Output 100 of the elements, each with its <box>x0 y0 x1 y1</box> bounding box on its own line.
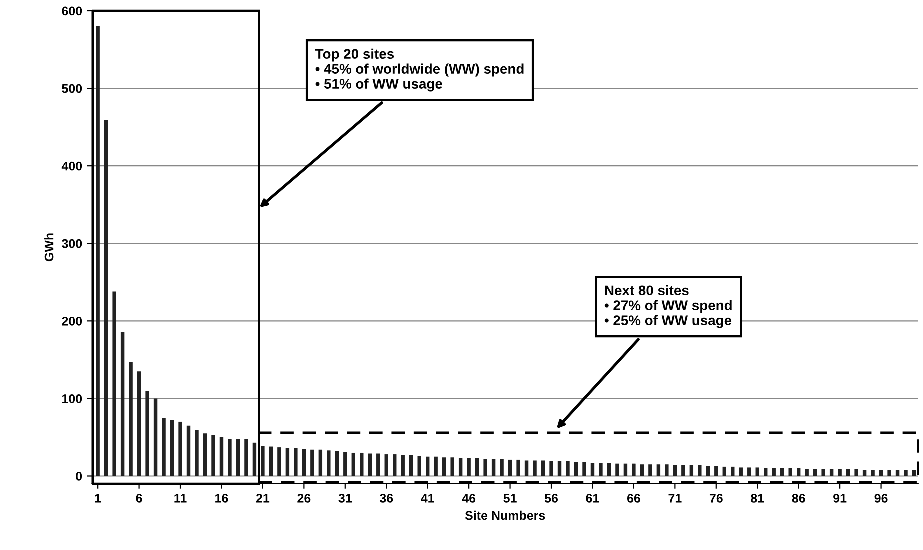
y-tick-label: 200 <box>62 316 82 326</box>
x-tick-label: 6 <box>136 494 142 503</box>
bar <box>624 464 628 476</box>
x-tick-label: 26 <box>298 494 311 503</box>
bar <box>607 463 612 476</box>
bar <box>146 390 150 476</box>
bar <box>112 292 116 476</box>
bar <box>722 466 726 476</box>
y-axis-title: GWh <box>44 234 54 262</box>
bar <box>344 452 348 476</box>
bar <box>384 454 388 476</box>
bar <box>261 446 265 476</box>
bar <box>656 464 661 476</box>
bar <box>450 458 454 476</box>
bar <box>154 398 158 476</box>
bar <box>590 463 595 476</box>
x-tick-label: 41 <box>421 494 434 503</box>
x-tick-label: 76 <box>710 494 723 503</box>
bar <box>780 468 784 476</box>
bar <box>368 454 372 476</box>
bar <box>904 470 908 476</box>
x-axis-title: Site Numbers <box>465 510 546 520</box>
bar <box>682 465 686 476</box>
x-tick-label: 96 <box>874 494 888 503</box>
y-tick-label: 600 <box>62 6 82 16</box>
bar <box>871 470 875 476</box>
bar <box>756 468 760 476</box>
bar <box>467 458 471 476</box>
bar <box>516 460 520 476</box>
bar <box>120 332 125 476</box>
bar <box>376 454 380 476</box>
bar <box>236 439 240 476</box>
bar <box>484 459 488 476</box>
bar <box>278 448 282 476</box>
bar <box>327 450 331 476</box>
bar <box>252 442 257 476</box>
y-tick-label: 500 <box>62 84 82 94</box>
bar <box>492 459 496 476</box>
bar <box>805 469 809 476</box>
bar <box>475 458 480 476</box>
x-tick-label: 16 <box>216 494 228 503</box>
bar <box>104 120 108 476</box>
bar <box>335 451 340 476</box>
x-tick-label: 91 <box>834 494 847 503</box>
bar <box>170 420 174 476</box>
bar <box>731 466 735 476</box>
x-tick-label: 11 <box>174 494 187 503</box>
bar <box>862 470 867 476</box>
bar <box>673 465 678 476</box>
bar <box>524 460 529 476</box>
bar <box>310 450 314 476</box>
bar <box>162 418 166 476</box>
bar <box>302 449 306 476</box>
bar <box>714 466 718 476</box>
bar <box>541 460 546 476</box>
y-tick-label: 400 <box>62 162 82 171</box>
x-tick-label: 86 <box>792 494 806 503</box>
bar <box>888 470 892 476</box>
bar <box>393 454 397 476</box>
bar <box>500 459 504 476</box>
bar <box>458 458 463 476</box>
bar <box>640 464 644 476</box>
bar <box>352 452 356 476</box>
x-tick-label: 31 <box>338 494 352 503</box>
bar <box>558 462 562 476</box>
bar <box>212 435 216 476</box>
x-tick-label: 1 <box>95 494 102 503</box>
bar <box>599 463 603 476</box>
y-tick-label: 100 <box>62 394 82 404</box>
bar <box>96 26 100 476</box>
bar <box>203 434 208 476</box>
bar <box>220 437 224 476</box>
bar <box>748 468 752 476</box>
bar <box>822 469 826 476</box>
bar <box>418 456 422 476</box>
bar <box>442 458 446 476</box>
bar <box>137 372 142 476</box>
bar <box>360 452 364 476</box>
bar <box>426 456 430 476</box>
bar <box>244 439 248 476</box>
bar <box>912 470 916 476</box>
bar <box>838 469 842 476</box>
bar <box>796 468 801 476</box>
bar <box>318 450 323 476</box>
bar <box>632 464 636 476</box>
x-tick-label: 36 <box>380 494 394 503</box>
bar <box>410 455 414 476</box>
bar <box>698 465 702 476</box>
x-tick-label: 56 <box>544 494 558 503</box>
bar <box>434 456 438 476</box>
bar <box>129 362 133 476</box>
bar <box>401 455 405 476</box>
x-tick-label: 81 <box>751 494 764 503</box>
bar <box>648 464 652 476</box>
annotation: Next 80 sites • 27% of WW spend • 25% of WW usage <box>604 285 732 328</box>
bar <box>533 460 537 476</box>
bar <box>228 439 232 476</box>
bar <box>508 460 512 476</box>
annotation: Top 20 sites • 45% of worldwide (WW) spend • 51% of WW usage <box>316 48 524 92</box>
bar <box>582 462 586 476</box>
